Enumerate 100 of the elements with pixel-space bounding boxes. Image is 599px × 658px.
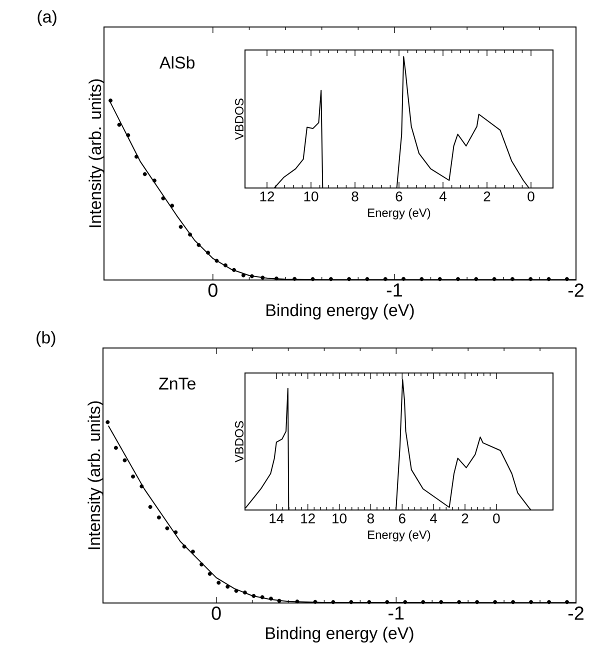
point [241,273,246,278]
point [165,526,170,530]
x-tick-label: 2 [484,192,490,202]
point [156,515,161,520]
point [142,172,147,176]
point [182,544,186,549]
point [226,584,230,589]
point [475,600,480,604]
point [347,277,352,282]
point [140,484,144,488]
y-axis-title: VBDOS [235,421,244,462]
x-axis-title: Binding energy (eV) [266,304,414,320]
point [126,133,130,138]
text: AlSb [159,56,194,69]
point [385,600,390,604]
point [190,550,195,554]
point [438,277,442,282]
point [206,250,210,255]
x-tick-label: 0 [208,284,218,297]
point [268,596,273,601]
x-tick-label: 10 [304,192,318,202]
x-axis-title: Energy (eV) [368,530,430,542]
point [565,600,570,604]
point [277,598,282,603]
point [114,446,118,450]
x-tick-label: -2 [568,606,584,620]
x-tick-label: 14 [270,514,284,524]
point [511,600,516,604]
y-axis-title: VBDOS [235,98,244,140]
x-tick-label: 8 [352,192,358,202]
x-tick-label: 4 [430,514,438,524]
x-tick-label: 12 [260,192,274,202]
point [292,276,297,281]
point [365,277,370,282]
point [547,600,552,604]
point [421,600,426,604]
point [367,600,372,604]
point [349,600,354,604]
point [106,420,110,424]
point [170,204,174,208]
chart-title: (a) [38,10,56,26]
point [295,600,300,604]
x-tick-label: 12 [301,514,315,524]
point [152,178,156,183]
point [274,276,278,281]
point [216,580,221,585]
text: ZnTe [159,378,196,390]
point [420,277,424,282]
point [439,600,444,604]
y-axis-title: Intensity (arb. units) [88,79,104,228]
point [148,504,152,509]
point [252,594,256,598]
point [260,276,265,280]
point [223,263,228,268]
x-tick-label: 0 [212,606,221,620]
x-tick-label: 6 [398,514,406,524]
x-tick-label: 0 [493,514,500,524]
point [510,277,514,282]
point [492,277,496,282]
x-tick-label: 6 [396,192,402,202]
x-tick-label: 4 [439,192,446,202]
point [564,277,569,282]
chart-title: (b) [36,331,56,347]
point [108,98,113,103]
x-tick-label: 8 [367,514,374,524]
point [234,588,238,593]
point [528,277,533,282]
y-axis-title: Intensity (arb. units) [88,401,104,550]
point [457,600,462,604]
point [529,600,534,604]
point [134,154,138,159]
point [196,243,201,248]
point [214,258,219,263]
point [161,196,166,200]
point [200,562,204,566]
point [208,572,212,576]
point [250,274,254,278]
point [174,530,178,534]
x-tick-label: -1 [388,606,404,620]
point [456,277,460,282]
x-axis-title: Energy (eV) [368,208,430,220]
point [328,277,333,282]
x-axis-title: Binding energy (eV) [266,626,414,643]
point [403,600,408,604]
point [117,122,122,127]
x-tick-label: 2 [462,514,468,524]
point [546,277,551,282]
point [178,224,183,229]
x-tick-label: 10 [332,514,347,524]
point [331,600,336,604]
x-tick-label: -2 [568,284,584,297]
x-tick-label: 0 [528,192,534,202]
point [131,474,136,479]
point [313,600,318,604]
point [310,277,315,282]
point [402,276,406,281]
x-tick-label: -1 [386,284,402,297]
point [474,277,478,282]
point [188,232,192,237]
point [260,595,264,600]
